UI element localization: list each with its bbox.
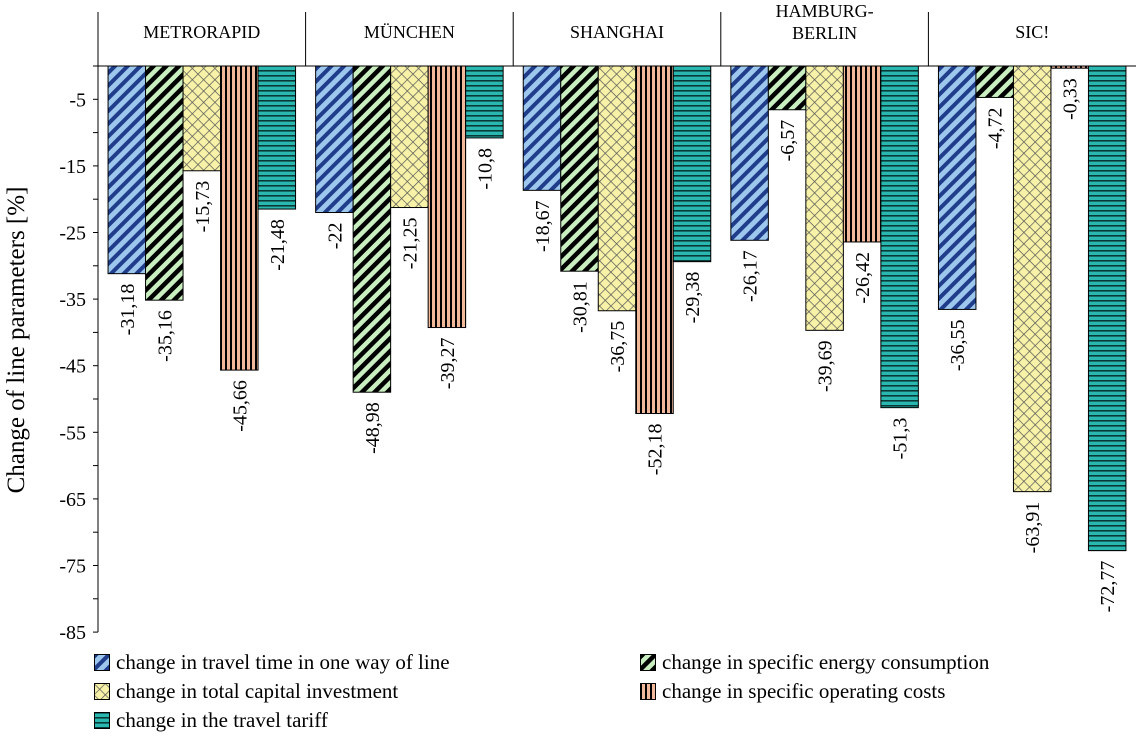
bar	[427, 65, 467, 329]
data-label: -15,73	[192, 181, 214, 233]
data-label: -4,72	[985, 107, 1007, 149]
y-tick-label: -25	[59, 223, 86, 245]
bar	[522, 65, 562, 191]
data-label: -35,16	[154, 310, 176, 362]
y-tick-label: -85	[59, 622, 86, 644]
legend-label: change in travel time in one way of line	[116, 649, 450, 674]
bar	[975, 65, 1014, 98]
bar	[107, 65, 147, 275]
bar-chart: -5 -15 -25 -35 -45 -55 -65 -75 -85 METRORAPID MÜNC…	[3, 1, 1136, 644]
data-label: -51,3	[890, 418, 912, 460]
data-label: -22	[324, 223, 346, 250]
legend-label: change in specific operating costs	[662, 678, 946, 703]
data-label: -0,33	[1060, 78, 1082, 120]
y-tick-label: -5	[69, 89, 86, 111]
data-label: -10,8	[474, 148, 496, 190]
bar	[315, 65, 354, 214]
data-label: -30,81	[570, 281, 592, 333]
bar	[672, 65, 712, 263]
data-label: -6,57	[777, 120, 799, 162]
bar	[352, 65, 392, 393]
category-label: SHANGHAI	[570, 22, 664, 42]
category-label: SIC!	[1015, 22, 1049, 42]
legend-label: change in specific energy consumption	[662, 649, 990, 674]
y-tick-label: -15	[59, 156, 86, 178]
bar	[1050, 65, 1089, 69]
legend-label: change in the travel tariff	[116, 707, 328, 732]
category-label: MÜNCHEN	[364, 22, 455, 42]
data-label: -36,55	[947, 319, 969, 371]
bar	[1087, 65, 1127, 552]
bar	[842, 65, 882, 243]
data-label: -36,75	[607, 321, 629, 373]
bar	[767, 65, 807, 111]
data-label: -39,27	[437, 338, 459, 390]
category-label: METRORAPID	[143, 22, 260, 42]
data-label: -21,25	[399, 218, 421, 270]
bar	[465, 65, 504, 139]
legend-item: change in specific energy consumption	[640, 648, 989, 676]
bar	[220, 65, 259, 371]
data-label: -26,17	[740, 250, 762, 302]
y-tick-label: -35	[59, 289, 86, 311]
legend-item: change in total capital investment	[94, 677, 398, 705]
data-label: -21,48	[267, 219, 289, 271]
bar	[730, 65, 769, 241]
bar	[937, 65, 977, 310]
category-label: BERLIN	[792, 23, 857, 43]
data-label: -26,42	[852, 252, 874, 304]
bar	[635, 65, 674, 415]
axes: -5 -15 -25 -35 -45 -55 -65 -75 -85 METRORAPID MÜNC…	[59, 1, 1136, 644]
legend-swatch	[94, 711, 110, 729]
data-label: -63,91	[1022, 502, 1044, 554]
data-label: -29,38	[682, 272, 704, 324]
data-label: -52,18	[645, 424, 667, 476]
bar	[257, 65, 297, 210]
y-tick-label: -45	[59, 356, 86, 378]
category-label: HAMBURG-	[776, 1, 874, 21]
legend-swatch	[640, 682, 656, 700]
data-label: -72,77	[1097, 561, 1119, 613]
y-tick-label: -55	[59, 422, 86, 444]
data-label: -48,98	[362, 402, 384, 454]
bars	[107, 65, 1127, 552]
data-label: -39,69	[815, 340, 837, 392]
y-tick-label: -65	[59, 489, 86, 511]
legend-item: change in specific operating costs	[640, 677, 945, 705]
legend-swatch	[94, 653, 110, 671]
legend-item: change in the travel tariff	[94, 706, 328, 734]
y-axis-label: Change of line parameters [%]	[3, 187, 30, 494]
bar	[1012, 65, 1052, 493]
legend-swatch	[94, 682, 110, 700]
data-label: -18,67	[532, 200, 554, 252]
data-label: -31,18	[117, 284, 139, 336]
bar	[145, 65, 184, 301]
legend-item: change in travel time in one way of line	[94, 648, 450, 676]
data-labels: -31,18 -22 -18,67 -26,17 -36,55 -35,16 -48,98 -…	[117, 78, 1119, 612]
bar	[182, 65, 222, 172]
legend-label: change in total capital investment	[116, 678, 399, 703]
bar	[597, 65, 637, 312]
data-label: -45,66	[229, 380, 251, 432]
bar	[880, 65, 919, 409]
bar	[390, 65, 429, 209]
bar	[805, 65, 844, 331]
bar	[560, 65, 599, 272]
y-tick-label: -75	[59, 556, 86, 578]
legend-swatch	[640, 653, 656, 671]
legend: change in travel time in one way of line…	[94, 648, 1134, 738]
